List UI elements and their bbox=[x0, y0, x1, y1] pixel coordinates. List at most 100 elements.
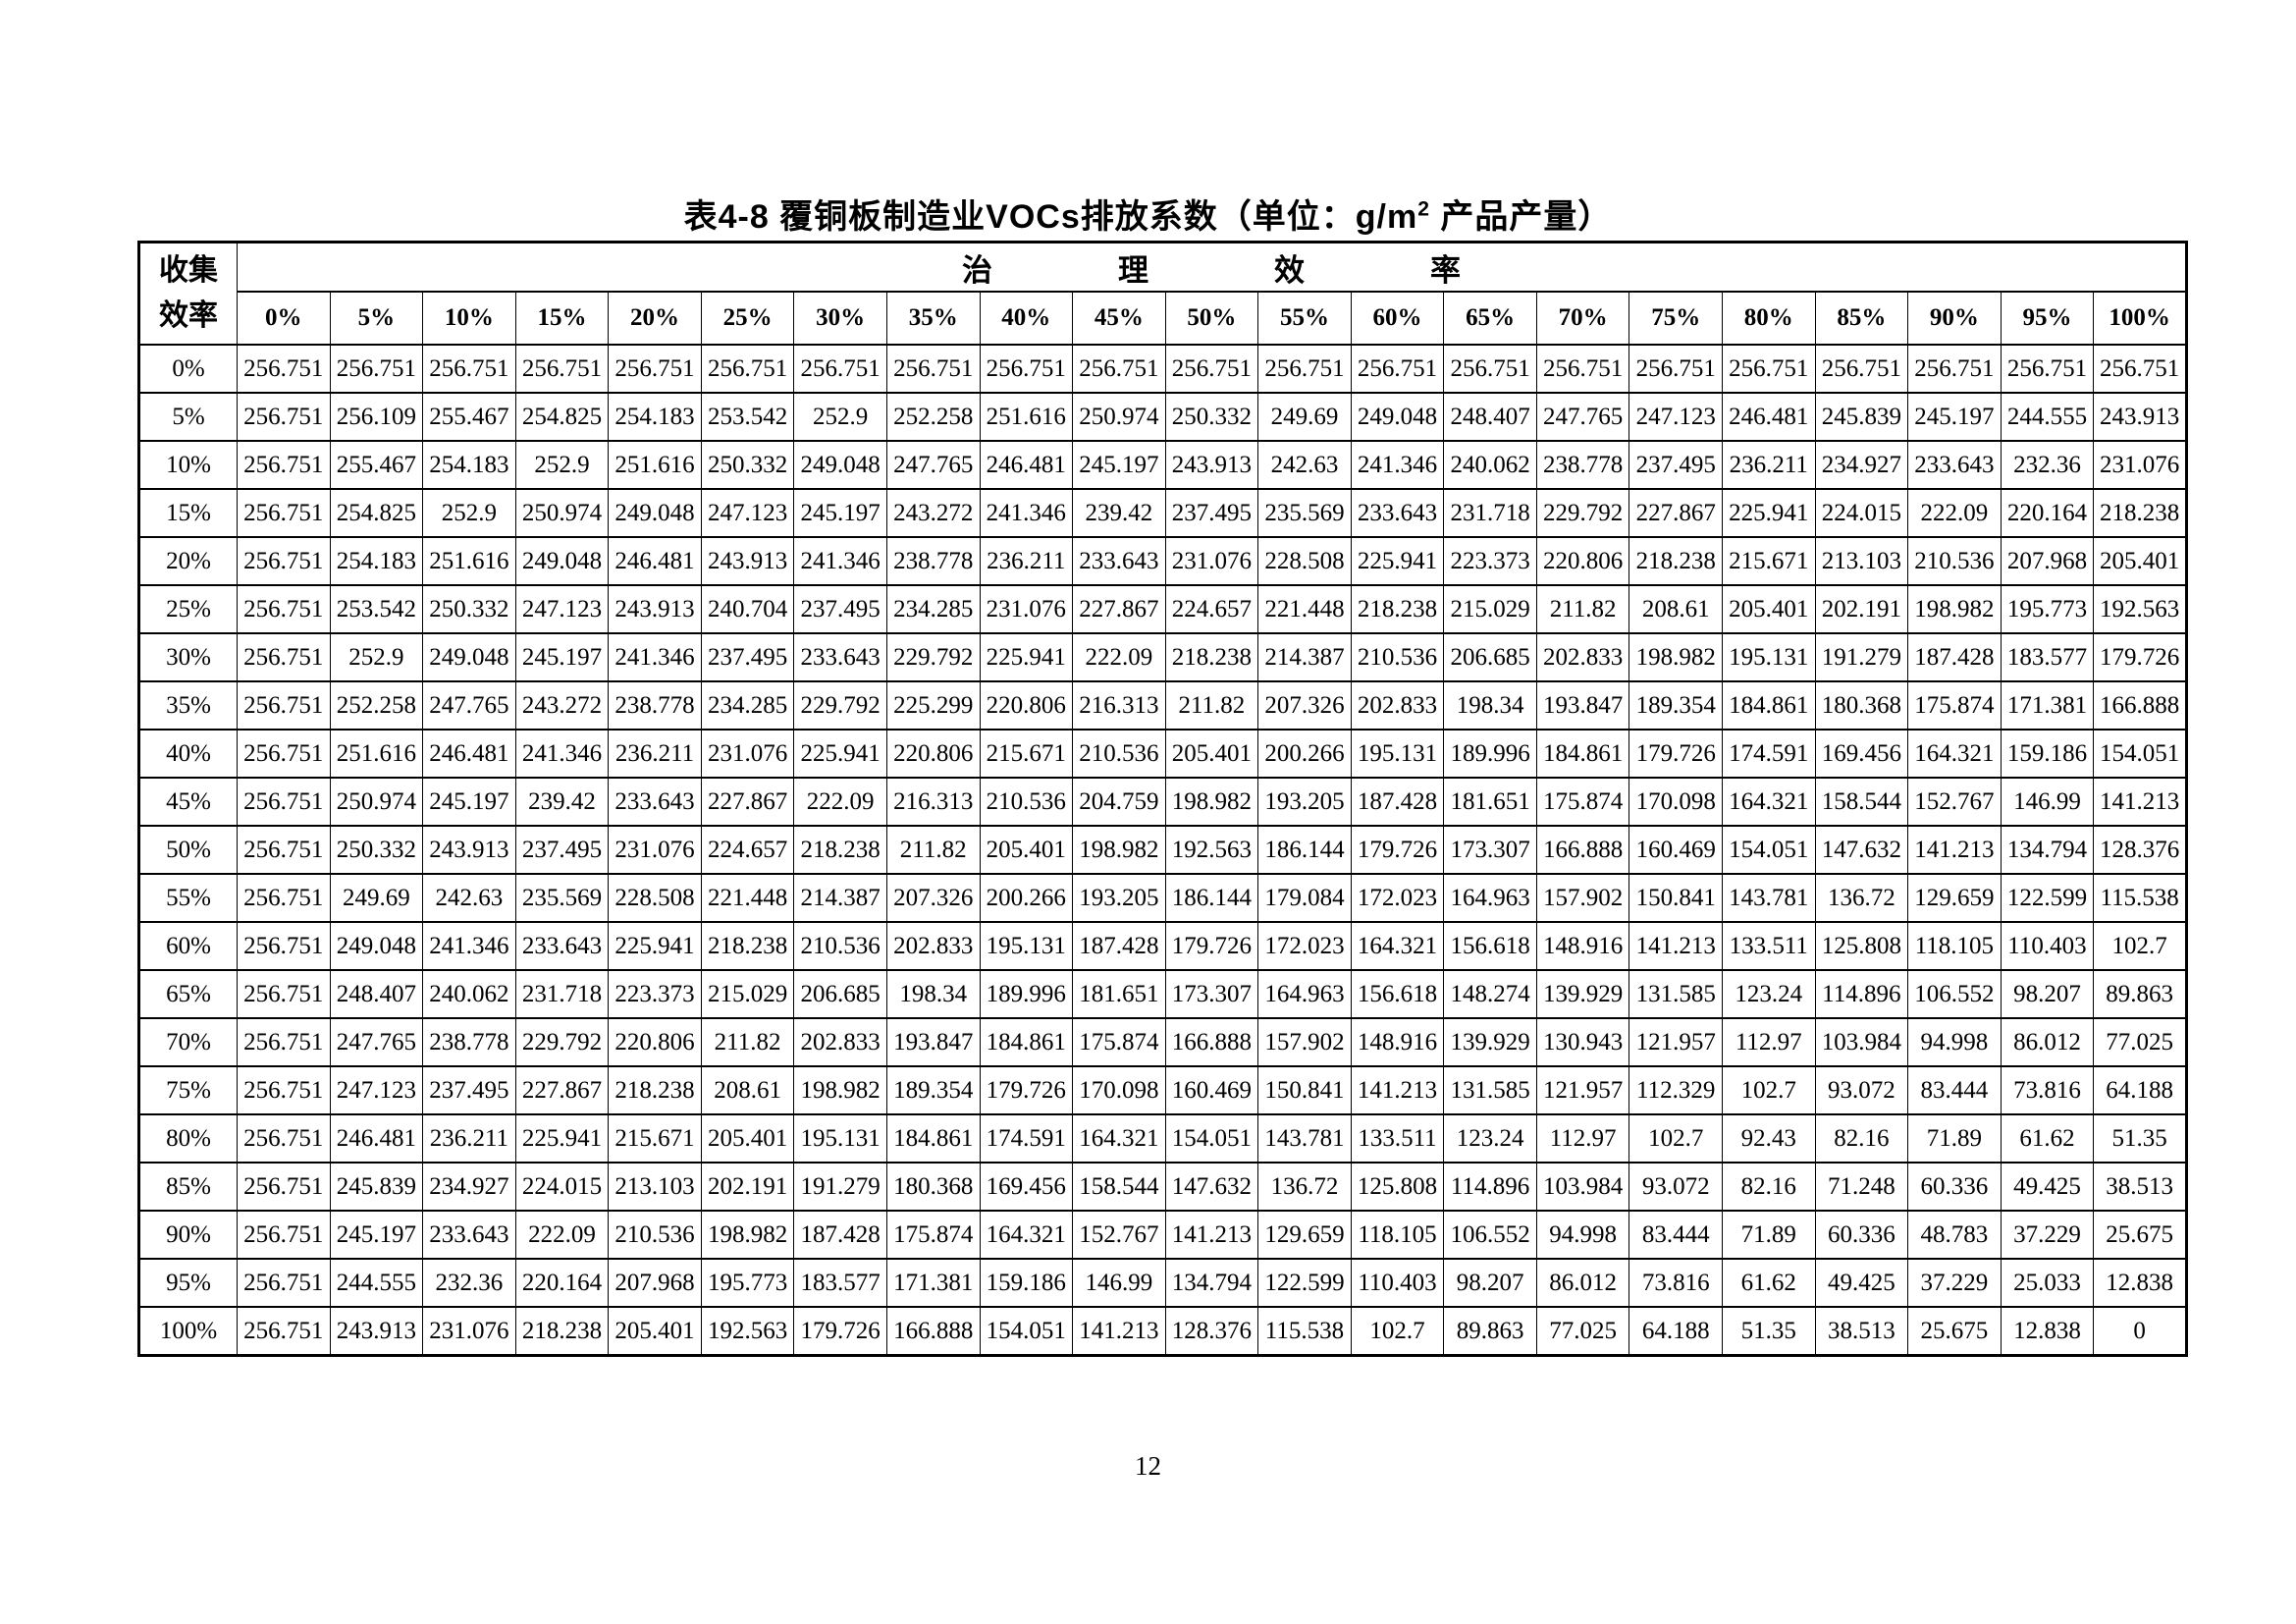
row-header: 35% bbox=[138, 680, 238, 731]
table-cell: 173.307 bbox=[1164, 969, 1259, 1019]
table-cell: 92.43 bbox=[1722, 1113, 1816, 1164]
table-cell: 240.062 bbox=[422, 969, 516, 1019]
row-header: 50% bbox=[138, 825, 238, 875]
col-header: 50% bbox=[1164, 291, 1259, 346]
table-cell: 227.867 bbox=[1072, 584, 1166, 634]
table-cell: 181.651 bbox=[1443, 777, 1537, 827]
table-cell: 238.778 bbox=[1535, 440, 1630, 490]
table-cell: 256.751 bbox=[237, 344, 331, 394]
table-body: 0% 256.751 256.751 256.751 256.751 256.751 256… bbox=[138, 344, 2187, 1357]
table-cell: 143.781 bbox=[1257, 1113, 1352, 1164]
table-cell: 256.751 bbox=[237, 488, 331, 538]
table-cell: 225.941 bbox=[793, 729, 887, 779]
table-cell: 152.767 bbox=[1072, 1210, 1166, 1260]
table-cell: 202.833 bbox=[1535, 632, 1630, 682]
table-cell: 136.72 bbox=[1814, 873, 1909, 923]
table-cell: 250.974 bbox=[514, 488, 610, 538]
table-cell: 256.751 bbox=[237, 1162, 331, 1212]
table-cell: 251.616 bbox=[979, 392, 1074, 442]
row-header: 85% bbox=[138, 1162, 238, 1212]
table-cell: 236.211 bbox=[422, 1113, 516, 1164]
table-cell: 141.213 bbox=[2093, 777, 2187, 827]
table-cell: 252.9 bbox=[422, 488, 516, 538]
table-cell: 170.098 bbox=[1629, 777, 1723, 827]
table-cell: 158.544 bbox=[1072, 1162, 1166, 1212]
table-cell: 175.874 bbox=[1907, 680, 2002, 731]
table-cell: 73.816 bbox=[1629, 1258, 1723, 1308]
table-cell: 25.033 bbox=[2000, 1258, 2095, 1308]
table-cell: 133.511 bbox=[1722, 921, 1816, 971]
table-cell: 38.513 bbox=[2093, 1162, 2187, 1212]
table-cell: 112.97 bbox=[1535, 1113, 1630, 1164]
table-cell: 141.213 bbox=[1907, 825, 2002, 875]
row-header: 70% bbox=[138, 1017, 238, 1067]
table-row: 25% 256.751 253.542 250.332 247.123 243.913 24… bbox=[138, 584, 2187, 634]
table-cell: 231.076 bbox=[2093, 440, 2187, 490]
table-cell: 198.982 bbox=[1907, 584, 2002, 634]
table-cell: 164.963 bbox=[1257, 969, 1352, 1019]
table-row: 70% 256.751 247.765 238.778 229.792 220.806 21… bbox=[138, 1017, 2187, 1067]
table-cell: 215.671 bbox=[1722, 536, 1816, 586]
table-cell: 233.643 bbox=[422, 1210, 516, 1260]
table-cell: 154.051 bbox=[1164, 1113, 1259, 1164]
table-cell: 208.61 bbox=[1629, 584, 1723, 634]
table-row: 80% 256.751 246.481 236.211 225.941 215.671 20… bbox=[138, 1113, 2187, 1164]
table-cell: 195.131 bbox=[793, 1113, 887, 1164]
table-row: 30% 256.751 252.9 249.048 245.197 241.346 237.… bbox=[138, 632, 2187, 682]
table-cell: 171.381 bbox=[2000, 680, 2095, 731]
table-cell: 156.618 bbox=[1443, 921, 1537, 971]
table-title-text: 表4-8 覆铜板制造业VOCs排放系数（单位：g/m bbox=[683, 198, 1418, 236]
table-cell: 125.808 bbox=[1350, 1162, 1445, 1212]
table-cell: 189.996 bbox=[1443, 729, 1537, 779]
row-header: 90% bbox=[138, 1210, 238, 1260]
table-cell: 134.794 bbox=[2000, 825, 2095, 875]
table-cell: 254.825 bbox=[329, 488, 424, 538]
table-cell: 82.16 bbox=[1722, 1162, 1816, 1212]
table-cell: 202.833 bbox=[1350, 680, 1445, 731]
table-cell: 243.913 bbox=[1164, 440, 1259, 490]
col-header: 30% bbox=[793, 291, 887, 346]
table-cell: 255.467 bbox=[422, 392, 516, 442]
table-row: 100% 256.751 243.913 231.076 218.238 205.401 1… bbox=[138, 1306, 2187, 1357]
table-cell: 231.076 bbox=[1164, 536, 1259, 586]
col-header: 90% bbox=[1907, 291, 2002, 346]
table-cell: 249.048 bbox=[422, 632, 516, 682]
table-cell: 229.792 bbox=[1535, 488, 1630, 538]
table-cell: 218.238 bbox=[1164, 632, 1259, 682]
table-cell: 246.481 bbox=[1722, 392, 1816, 442]
col-header: 80% bbox=[1722, 291, 1816, 346]
table-cell: 131.585 bbox=[1629, 969, 1723, 1019]
table-cell: 179.726 bbox=[1164, 921, 1259, 971]
table-cell: 106.552 bbox=[1907, 969, 2002, 1019]
col-header: 35% bbox=[885, 291, 981, 346]
table-cell: 141.213 bbox=[1072, 1306, 1166, 1357]
table-cell: 171.381 bbox=[885, 1258, 981, 1308]
table-cell: 256.751 bbox=[329, 344, 424, 394]
table-cell: 146.99 bbox=[2000, 777, 2095, 827]
table-cell: 172.023 bbox=[1350, 873, 1445, 923]
table-cell: 218.238 bbox=[700, 921, 795, 971]
table-cell: 159.186 bbox=[2000, 729, 2095, 779]
table-cell: 25.675 bbox=[1907, 1306, 2002, 1357]
table-cell: 242.63 bbox=[1257, 440, 1352, 490]
table-cell: 256.751 bbox=[1814, 344, 1909, 394]
table-cell: 202.833 bbox=[885, 921, 981, 971]
table-cell: 237.495 bbox=[1164, 488, 1259, 538]
col-header: 0% bbox=[237, 291, 331, 346]
col-header: 75% bbox=[1629, 291, 1723, 346]
row-header: 0% bbox=[138, 344, 238, 394]
table-cell: 232.36 bbox=[2000, 440, 2095, 490]
table-cell: 244.555 bbox=[2000, 392, 2095, 442]
table-cell: 211.82 bbox=[885, 825, 981, 875]
table-cell: 256.751 bbox=[237, 680, 331, 731]
table-cell: 247.123 bbox=[700, 488, 795, 538]
table-cell: 249.048 bbox=[514, 536, 610, 586]
table-cell: 211.82 bbox=[1164, 680, 1259, 731]
table-cell: 71.89 bbox=[1722, 1210, 1816, 1260]
row-header: 65% bbox=[138, 969, 238, 1019]
col-header: 95% bbox=[2000, 291, 2095, 346]
table-cell: 245.197 bbox=[514, 632, 610, 682]
table-cell: 175.874 bbox=[885, 1210, 981, 1260]
table-cell: 234.927 bbox=[1814, 440, 1909, 490]
table-cell: 256.751 bbox=[237, 825, 331, 875]
